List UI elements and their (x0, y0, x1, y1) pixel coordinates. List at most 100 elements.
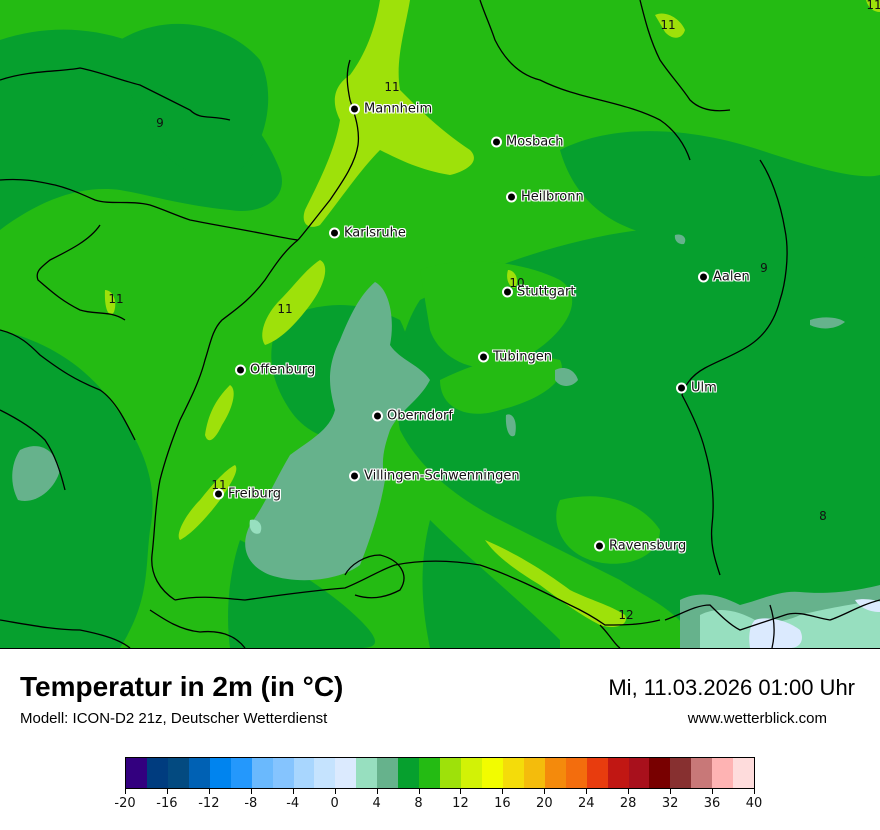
colorbar-segment (440, 758, 461, 788)
temperature-map: Mannheim Mosbach Heilbronn Karlsruhe Stuttga… (0, 0, 880, 649)
colorbar-tick (166, 789, 168, 794)
city-marker: Villingen-Schwenningen (349, 469, 520, 484)
city-marker: Ulm (676, 381, 717, 396)
colorbar-tick-label: 8 (414, 796, 423, 811)
city-marker: Offenburg (235, 363, 315, 378)
city-label: Karlsruhe (344, 225, 406, 241)
colorbar-tick (712, 789, 714, 794)
city-marker: Oberndorf (372, 409, 453, 424)
contour-label: 12 (618, 608, 634, 622)
colorbar-tick (670, 789, 672, 794)
colorbar-tick-label: 16 (494, 796, 511, 811)
colorbar-tick-label: -4 (286, 796, 300, 811)
colorbar-segment (419, 758, 441, 788)
colorbar-tick-label: 36 (703, 796, 721, 811)
colorbar-ticks: -20 -16 -12 -8 -4 0 4 8 12 16 20 24 28 32 36 40 (114, 789, 762, 819)
colorbar-segment (314, 758, 336, 788)
colorbar-tick-label: -12 (198, 796, 220, 811)
city-label: Ulm (691, 380, 717, 396)
city-label: Tübingen (493, 349, 552, 365)
city-dot-icon (349, 103, 360, 115)
colorbar-segment (377, 758, 399, 788)
city-dot-icon (329, 227, 340, 239)
contour-label: 11 (277, 302, 293, 316)
city-dot-icon (698, 271, 709, 283)
contour-label: 9 (156, 116, 164, 130)
colorbar-tick (292, 789, 294, 794)
city-dot-icon (213, 488, 224, 500)
colorbar-tick (250, 789, 252, 794)
colorbar-tick-label: 12 (452, 796, 469, 811)
colorbar-tick-label: 0 (330, 796, 339, 811)
city-dot-icon (235, 364, 246, 376)
colorbar-tick (208, 789, 210, 794)
colorbar-segment (691, 758, 713, 788)
colorbar-tick (502, 789, 504, 794)
colorbar-tick-label: 4 (372, 796, 381, 811)
colorbar-segment (126, 758, 147, 788)
city-dot-icon (506, 191, 517, 203)
city-label: Oberndorf (387, 408, 453, 424)
colorbar-tick (125, 789, 126, 794)
colorbar-segment (481, 758, 503, 788)
colorbar-segment (502, 758, 524, 788)
city-marker: Tübingen (478, 350, 552, 365)
map-canvas (0, 0, 880, 648)
contour-label: 11 (660, 18, 676, 32)
city-marker: Karlsruhe (329, 226, 406, 241)
colorbar (125, 757, 755, 789)
city-dot-icon (502, 286, 513, 298)
city-label: Aalen (713, 269, 750, 285)
colorbar-segment (356, 758, 378, 788)
colorbar-segment (544, 758, 566, 788)
colorbar-tick-label: -20 (114, 796, 136, 811)
colorbar-segment (188, 758, 210, 788)
colorbar-tick-label: -8 (244, 796, 258, 811)
city-marker: Mosbach (491, 135, 564, 150)
colorbar-segment (712, 758, 734, 788)
city-label: Stuttgart (517, 284, 576, 300)
city-label: Mannheim (364, 101, 433, 117)
contour-label: 11 (384, 80, 400, 94)
city-dot-icon (594, 540, 605, 552)
colorbar-segment (146, 758, 168, 788)
colorbar-tick (334, 789, 336, 794)
colorbar-segment (335, 758, 357, 788)
city-label: Villingen-Schwenningen (364, 468, 520, 484)
colorbar-tick-label: 20 (536, 796, 553, 811)
contour-label: 11 (866, 0, 880, 12)
forecast-datetime: Mi, 11.03.2026 01:00 Uhr (608, 675, 855, 700)
colorbar-segment (251, 758, 273, 788)
colorbar-segment (398, 758, 420, 788)
city-label: Freiburg (228, 486, 282, 502)
colorbar-segment (293, 758, 315, 788)
city-marker: Aalen (698, 270, 750, 285)
colorbar-tick (418, 789, 420, 794)
contour-label: 8 (819, 509, 827, 523)
colorbar-segment (272, 758, 294, 788)
city-marker: Ravensburg (594, 539, 686, 554)
colorbar-tick (544, 789, 546, 794)
colorbar-tick-label: -16 (156, 796, 178, 811)
colorbar-tick (754, 789, 755, 794)
map-footer: Temperatur in 2m (in °C) Modell: ICON-D2… (0, 649, 880, 830)
colorbar-segment (209, 758, 231, 788)
city-dot-icon (372, 410, 383, 422)
colorbar-segment (230, 758, 252, 788)
contour-label: 10 (509, 276, 525, 290)
city-dot-icon (676, 382, 687, 394)
city-label: Ravensburg (609, 538, 687, 554)
colorbar-segment (733, 758, 755, 788)
map-title: Temperatur in 2m (in °C) (20, 671, 344, 702)
colorbar-segment (565, 758, 587, 788)
colorbar-tick-label: 40 (745, 796, 763, 811)
city-marker: Heilbronn (506, 190, 584, 205)
colorbar-tick-label: 32 (661, 796, 679, 811)
colorbar-segment (628, 758, 650, 788)
colorbar-segment (523, 758, 545, 788)
colorbar-segment (461, 758, 482, 788)
colorbar-segment (649, 758, 671, 788)
city-marker: Stuttgart (502, 285, 575, 300)
colorbar-segment (586, 758, 608, 788)
website-link[interactable]: www.wetterblick.com (687, 710, 827, 727)
